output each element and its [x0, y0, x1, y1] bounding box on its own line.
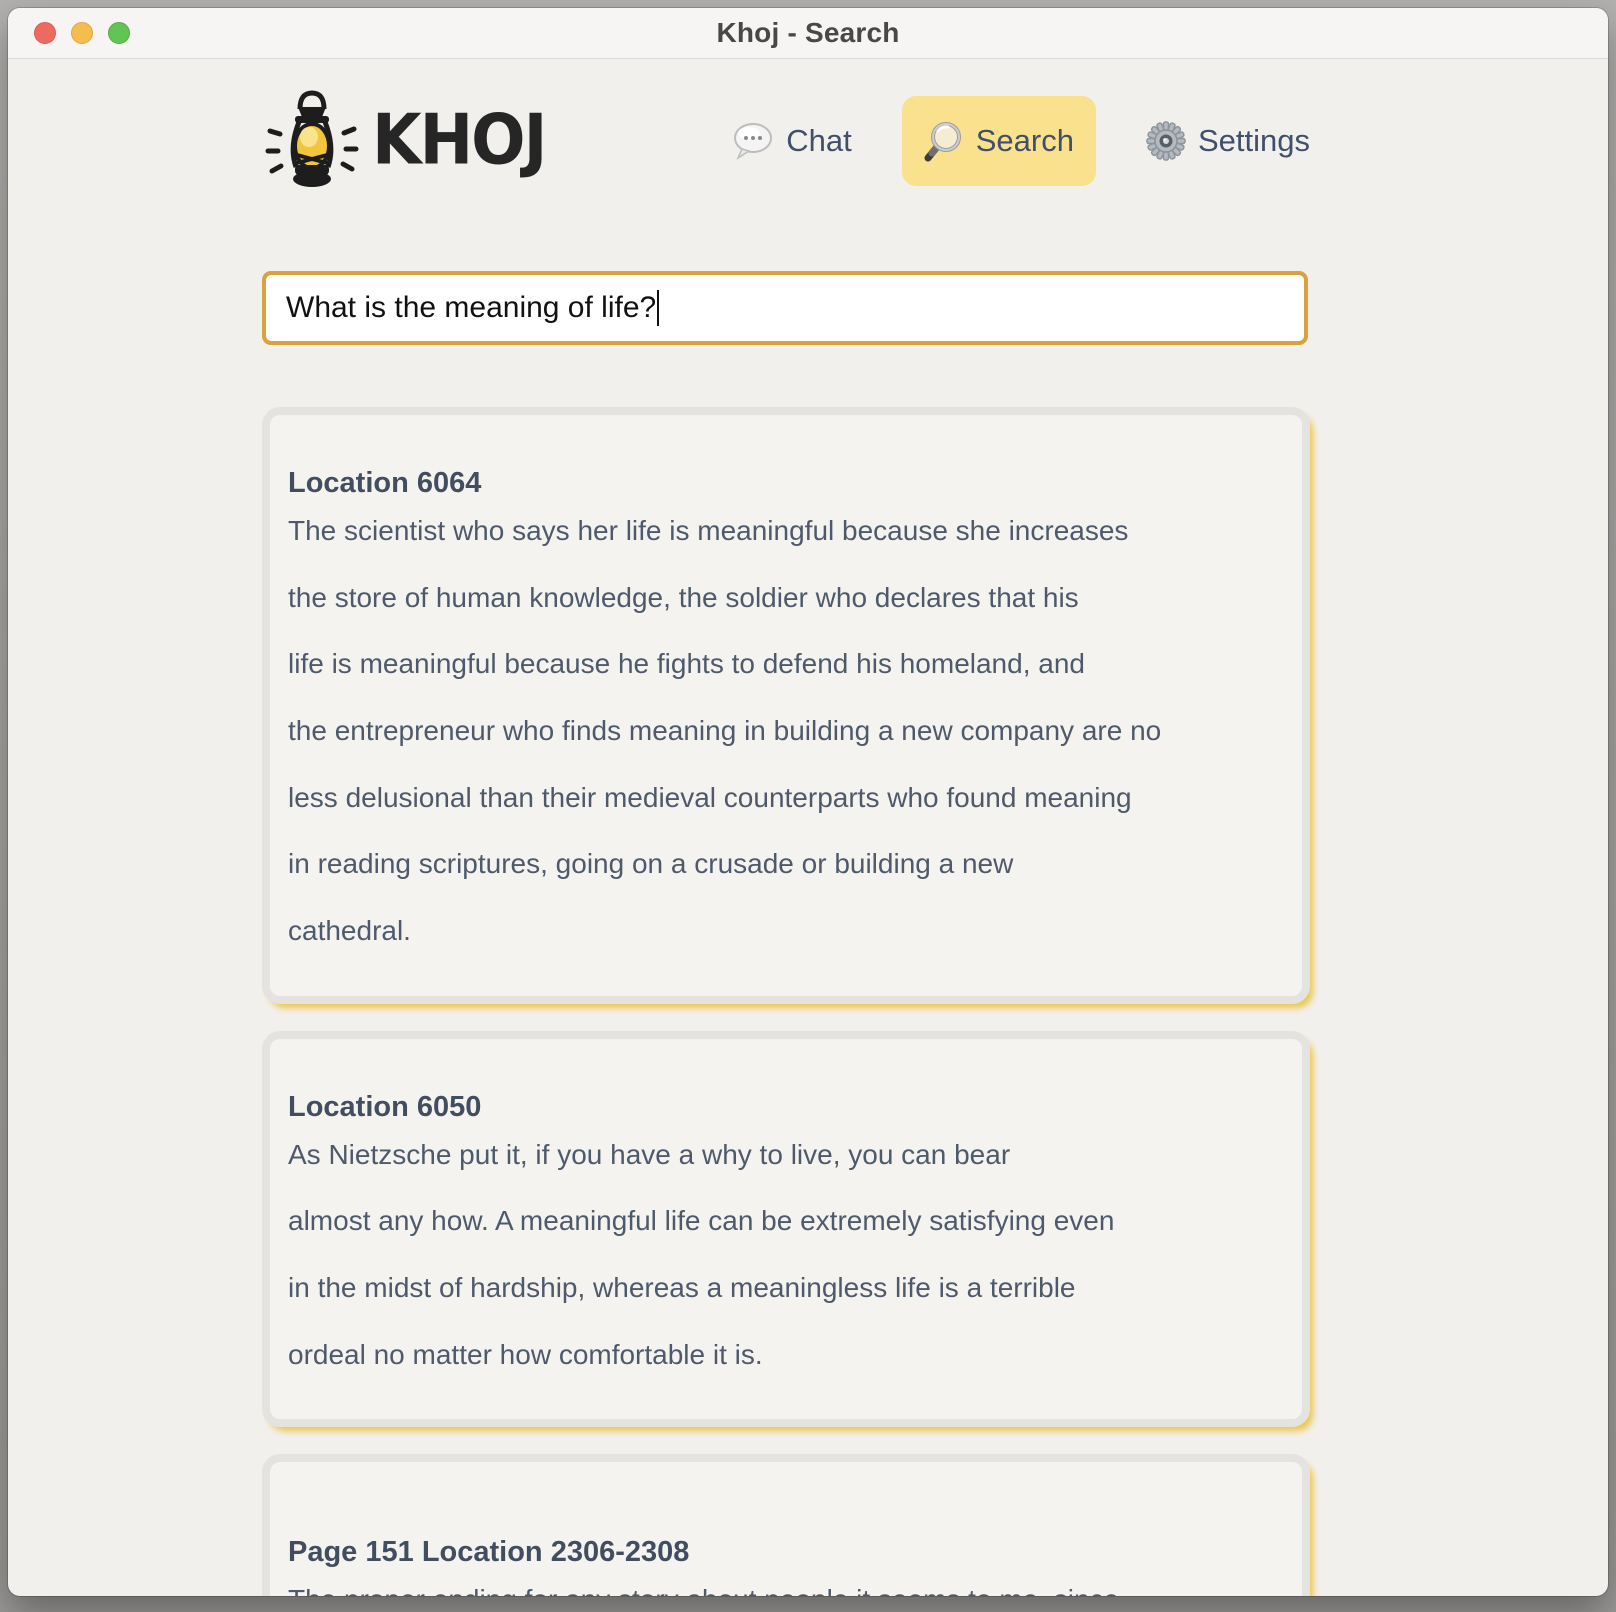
result-line: cathedral. [288, 915, 411, 947]
window-titlebar[interactable]: Khoj - Search [8, 8, 1608, 59]
result-line: in the midst of hardship, whereas a mean… [288, 1272, 1076, 1304]
search-input[interactable]: What is the meaning of life? [262, 271, 1308, 345]
minimize-window-button[interactable] [71, 22, 93, 44]
nav-settings[interactable]: Settings [1124, 97, 1332, 185]
top-navigation-bar: KHOJ [262, 89, 1332, 193]
khoj-wordmark: KHOJ [372, 101, 547, 181]
window-title: Khoj - Search [716, 17, 900, 48]
close-window-button[interactable] [34, 22, 56, 44]
search-results: Location 6064 The scientist who says her… [262, 407, 1332, 1596]
nav-search[interactable]: Search [901, 96, 1096, 186]
lantern-icon [262, 89, 362, 193]
result-line: life is meaningful because he fights to … [288, 648, 1085, 680]
result-card[interactable]: Location 6064 The scientist who says her… [262, 407, 1310, 1004]
nav-chat[interactable]: Chat [710, 97, 873, 185]
result-line: less delusional than their medieval coun… [288, 781, 1132, 813]
nav-search-label: Search [975, 123, 1074, 158]
result-line: the store of human knowledge, the soldie… [288, 581, 1079, 613]
result-line: The proper ending for any story about pe… [288, 1585, 1278, 1596]
app-window: Khoj - Search [8, 8, 1608, 1596]
result-card[interactable]: Location 6050 As Nietzsche put it, if yo… [262, 1030, 1310, 1428]
text-caret [657, 290, 660, 326]
result-line: As Nietzsche put it, if you have a why t… [288, 1138, 1011, 1170]
result-card[interactable]: Page 151 Location 2306-2308 The proper e… [262, 1454, 1310, 1596]
magnifier-icon [924, 120, 964, 162]
nav-chat-label: Chat [786, 123, 852, 158]
result-heading: Location 6064 [288, 467, 482, 499]
result-line: almost any how. A meaningful life can be… [288, 1205, 1115, 1237]
gear-icon [1146, 121, 1186, 161]
result-line: The scientist who says her life is meani… [288, 515, 1129, 546]
result-heading: Page 151 Location 2306-2308 [288, 1536, 690, 1569]
main-nav: Chat Search [682, 96, 1332, 186]
search-input-value: What is the meaning of life? [286, 291, 657, 324]
zoom-window-button[interactable] [108, 22, 130, 44]
chat-bubble-icon [732, 121, 774, 161]
result-heading: Location 6050 [288, 1090, 482, 1123]
result-line: the entrepreneur who finds meaning in bu… [288, 715, 1162, 747]
traffic-lights [34, 8, 130, 58]
nav-settings-label: Settings [1197, 123, 1310, 158]
khoj-logo: KHOJ [262, 89, 547, 193]
result-line: in reading scriptures, going on a crusad… [288, 848, 1014, 880]
result-line: ordeal no matter how comfortable it is. [288, 1338, 763, 1370]
